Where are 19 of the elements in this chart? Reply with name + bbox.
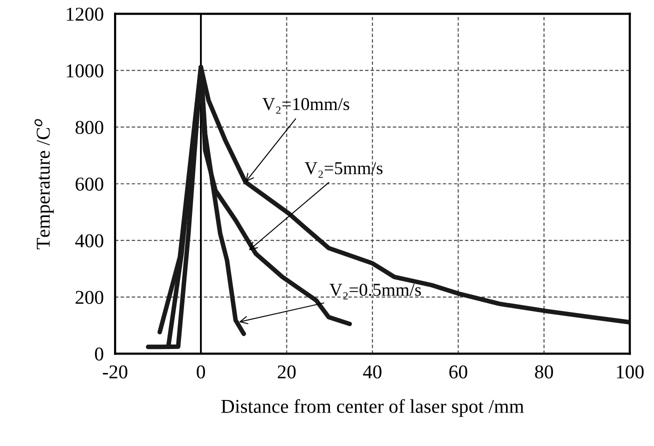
annotation: V₂=5mm/s (304, 162, 383, 178)
x-tick-label: 40 (363, 365, 382, 378)
annotation: V₂=10mm/s (262, 98, 350, 114)
y-tick-label: 200 (76, 290, 104, 304)
y-tick-label: 1000 (66, 64, 104, 78)
y-axis-title: Temperature /C$^{o}$ (34, 119, 54, 250)
y-tick-label: 0 (95, 347, 104, 361)
x-tick-label: 100 (616, 365, 644, 378)
x-tick-label: 0 (196, 365, 206, 378)
y-tick-label: 600 (76, 178, 104, 191)
x-axis-title: Distance from center of laser spot /mm (221, 399, 524, 417)
annotation: V₂=0.5mm/s (330, 284, 421, 300)
y-tick-label: 1200 (66, 8, 104, 21)
x-tick-label: -20 (102, 365, 128, 378)
x-tick-label: 20 (278, 365, 296, 378)
y-tick-label: 800 (76, 120, 104, 134)
y-tick-label: 400 (75, 234, 104, 248)
x-tick-label: 80 (535, 365, 553, 378)
x-tick-label: 60 (449, 365, 468, 378)
